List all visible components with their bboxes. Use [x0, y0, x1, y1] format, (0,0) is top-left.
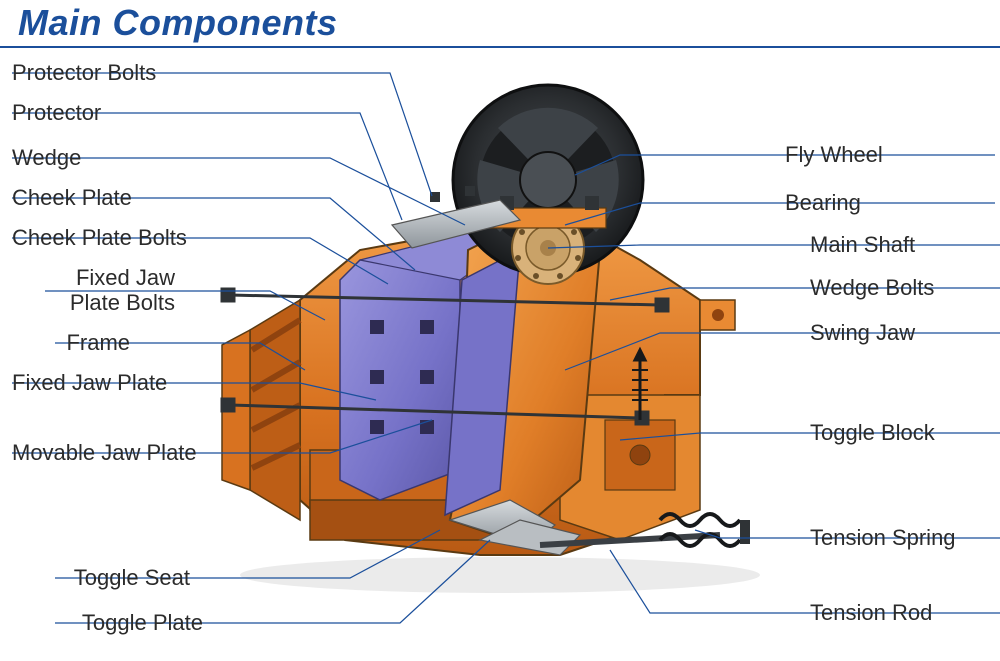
label-frame: Frame: [55, 330, 130, 355]
tension-assembly: [540, 350, 750, 546]
leader-wedge-bolts: [610, 288, 805, 300]
label-fixed-jaw-plate-bolts: Fixed Jaw Plate Bolts: [45, 265, 175, 316]
leader-tension-spring: [695, 530, 805, 538]
leader-fixed-jaw-plate-bolts: [176, 291, 325, 320]
label-bearing: Bearing: [785, 190, 995, 215]
leader-protector: [120, 113, 402, 220]
label-movable-jaw-plate: Movable Jaw Plate: [12, 440, 222, 465]
machine-frame: [222, 230, 735, 555]
leader-movable-jaw-plate: [222, 420, 432, 453]
page-title: Main Components: [18, 2, 338, 44]
label-fly-wheel: Fly Wheel: [785, 142, 995, 167]
label-fixed-jaw-plate: Fixed Jaw Plate: [12, 370, 187, 395]
leader-cheek-plate-bolts: [210, 238, 388, 284]
leader-protector-bolts: [182, 73, 432, 196]
label-swing-jaw: Swing Jaw: [810, 320, 1000, 345]
watermark-text: zzxgjx.en.alibaba.com: [347, 323, 653, 357]
leader-toggle-plate: [203, 540, 490, 623]
leader-toggle-block: [620, 433, 805, 440]
label-toggle-plate: Toggle Plate: [55, 610, 203, 635]
label-protector: Protector: [12, 100, 120, 125]
label-tension-spring: Tension Spring: [810, 525, 1000, 550]
leader-main-shaft: [548, 245, 805, 248]
fixed-jaw-plate-shape: [340, 232, 505, 500]
swing-jaw-shape: [445, 210, 600, 555]
label-wedge-bolts: Wedge Bolts: [810, 275, 1000, 300]
label-toggle-seat: Toggle Seat: [55, 565, 190, 590]
leader-frame: [130, 343, 305, 370]
leader-bearing: [565, 203, 780, 225]
leader-toggle-seat: [190, 530, 440, 578]
leader-tension-rod: [610, 550, 805, 613]
title-rule: [0, 46, 1000, 48]
fly-wheel-shape: [453, 85, 643, 284]
label-main-shaft: Main Shaft: [810, 232, 1000, 257]
label-tension-rod: Tension Rod: [810, 600, 1000, 625]
leader-fixed-jaw-plate: [186, 383, 376, 400]
label-protector-bolts: Protector Bolts: [12, 60, 182, 85]
label-cheek-plate: Cheek Plate: [12, 185, 152, 210]
leader-fly-wheel: [575, 155, 780, 175]
top-protector: [392, 186, 520, 248]
label-cheek-plate-bolts: Cheek Plate Bolts: [12, 225, 210, 250]
label-toggle-block: Toggle Block: [810, 420, 1000, 445]
label-wedge: Wedge: [12, 145, 92, 170]
